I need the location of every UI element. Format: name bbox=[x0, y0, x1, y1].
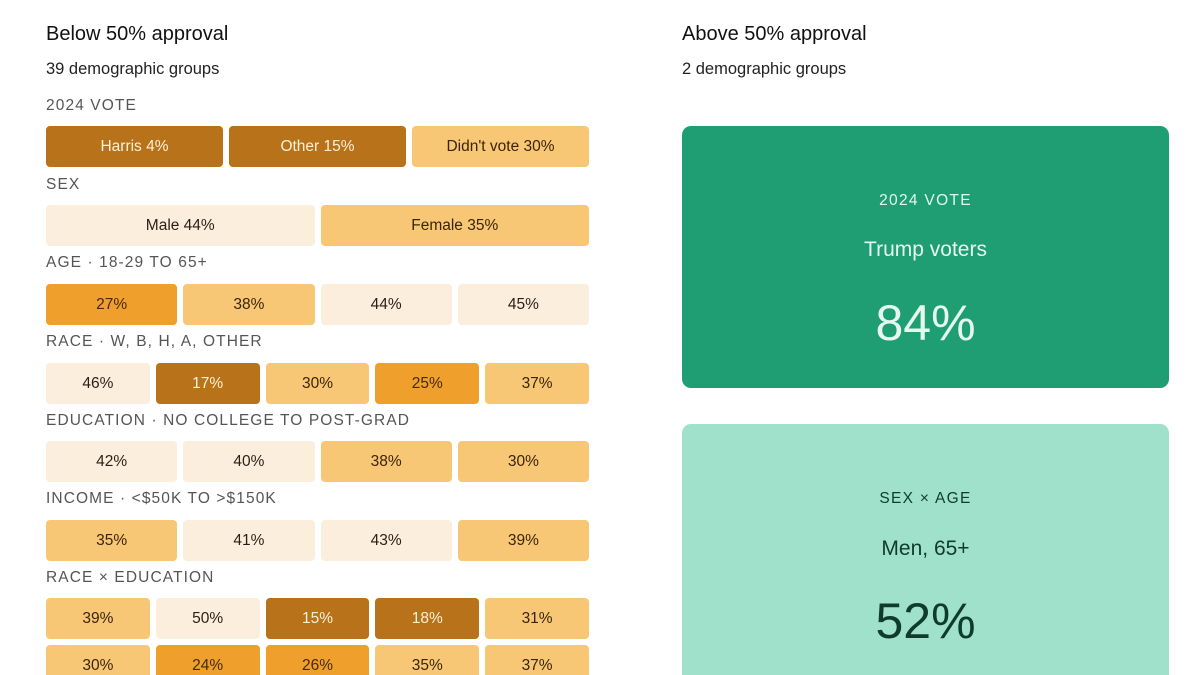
cell[interactable]: 18% bbox=[375, 598, 480, 639]
group-row-income: 35% 41% 43% 39% bbox=[46, 520, 589, 561]
cell[interactable]: 31% bbox=[485, 598, 589, 639]
group-row-race-education-2: 30% 24% 26% 35% 37% bbox=[46, 645, 589, 675]
cell[interactable]: 17% bbox=[155, 363, 260, 404]
card-label: 2024 VOTE bbox=[879, 192, 972, 209]
group-label-education: EDUCATION · NO COLLEGE TO POST-GRAD bbox=[46, 412, 411, 429]
cell[interactable]: 46% bbox=[46, 363, 150, 404]
cell[interactable]: 24% bbox=[155, 645, 260, 675]
group-label-age: AGE · 18-29 TO 65+ bbox=[46, 254, 208, 271]
cell[interactable]: 50% bbox=[155, 598, 260, 639]
cell[interactable]: 45% bbox=[457, 284, 589, 325]
cell[interactable]: 25% bbox=[375, 363, 480, 404]
cell[interactable]: 35% bbox=[46, 520, 178, 561]
cell[interactable]: 26% bbox=[265, 645, 370, 675]
cell[interactable]: 15% bbox=[265, 598, 370, 639]
group-label-race: RACE · W, B, H, A, OTHER bbox=[46, 333, 263, 350]
cell[interactable]: Harris 4% bbox=[46, 126, 223, 167]
group-row-sex: Male 44% Female 35% bbox=[46, 205, 589, 246]
cell[interactable]: Male 44% bbox=[46, 205, 315, 246]
cell[interactable]: 37% bbox=[485, 645, 589, 675]
below-panel-title: Below 50% approval bbox=[46, 23, 229, 45]
below-panel-subtitle: 39 demographic groups bbox=[46, 60, 220, 78]
cell[interactable]: Didn't vote 30% bbox=[412, 126, 589, 167]
card-label: SEX × AGE bbox=[879, 490, 972, 507]
group-label-race-education: RACE × EDUCATION bbox=[46, 569, 215, 586]
group-label-vote: 2024 VOTE bbox=[46, 97, 137, 114]
card-name: Trump voters bbox=[864, 238, 987, 261]
group-row-race-education: 39% 50% 15% 18% 31% bbox=[46, 598, 589, 639]
card-trump-voters[interactable]: 2024 VOTE Trump voters 84% bbox=[682, 126, 1169, 388]
above-panel-title: Above 50% approval bbox=[682, 23, 867, 45]
card-value: 52% bbox=[875, 593, 976, 649]
cell[interactable]: 39% bbox=[46, 598, 150, 639]
cell[interactable]: 27% bbox=[46, 284, 178, 325]
cell[interactable]: 41% bbox=[183, 520, 315, 561]
cell[interactable]: 30% bbox=[46, 645, 150, 675]
cell[interactable]: 30% bbox=[457, 441, 589, 482]
cell[interactable]: 37% bbox=[485, 363, 589, 404]
group-row-age: 27% 38% 44% 45% bbox=[46, 284, 589, 325]
card-men-65-plus[interactable]: SEX × AGE Men, 65+ 52% bbox=[682, 424, 1169, 675]
above-panel-subtitle: 2 demographic groups bbox=[682, 60, 847, 78]
group-row-vote: Harris 4% Other 15% Didn't vote 30% bbox=[46, 126, 589, 167]
cell[interactable]: 39% bbox=[457, 520, 589, 561]
cell[interactable]: 43% bbox=[320, 520, 452, 561]
group-row-race: 46% 17% 30% 25% 37% bbox=[46, 363, 589, 404]
cell[interactable]: 40% bbox=[183, 441, 315, 482]
cell[interactable]: 35% bbox=[375, 645, 480, 675]
card-name: Men, 65+ bbox=[881, 537, 970, 560]
cell[interactable]: 38% bbox=[320, 441, 452, 482]
card-value: 84% bbox=[875, 295, 976, 351]
group-label-sex: SEX bbox=[46, 176, 81, 193]
cell[interactable]: 42% bbox=[46, 441, 178, 482]
cell[interactable]: 44% bbox=[320, 284, 452, 325]
group-row-education: 42% 40% 38% 30% bbox=[46, 441, 589, 482]
cell[interactable]: Other 15% bbox=[229, 126, 406, 167]
cell[interactable]: 30% bbox=[265, 363, 370, 404]
cell[interactable]: Female 35% bbox=[320, 205, 589, 246]
group-label-income: INCOME · <$50K TO >$150K bbox=[46, 490, 277, 507]
cell[interactable]: 38% bbox=[183, 284, 315, 325]
